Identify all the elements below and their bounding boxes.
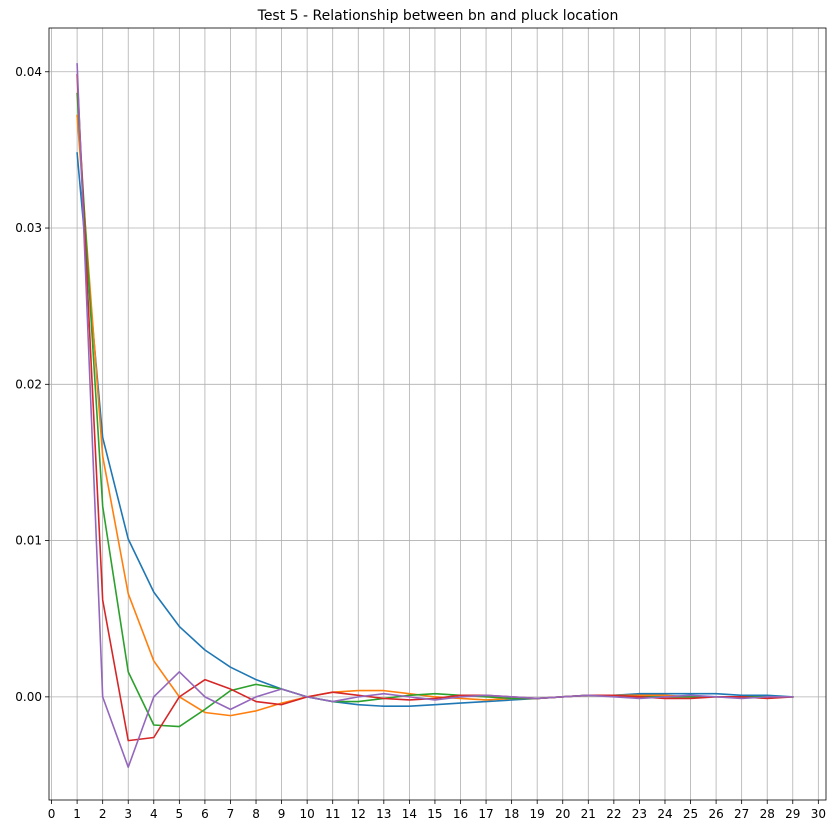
grid xyxy=(49,28,826,800)
y-tick-label: 0.04 xyxy=(15,65,42,79)
x-tick-label: 23 xyxy=(632,807,647,821)
x-tick-label: 30 xyxy=(811,807,826,821)
x-tick-label: 24 xyxy=(657,807,672,821)
x-tick-label: 4 xyxy=(150,807,158,821)
x-tick-label: 8 xyxy=(252,807,260,821)
x-tick-label: 1 xyxy=(73,807,81,821)
x-tick-label: 28 xyxy=(760,807,775,821)
x-tick-label: 27 xyxy=(734,807,749,821)
y-tick-label: 0.03 xyxy=(15,221,42,235)
x-tick-label: 19 xyxy=(530,807,545,821)
y-tick-label: 0.01 xyxy=(15,534,42,548)
x-axis: 0 1 2 3 4 5 6 7 8 9 10 11 12 13 14 15 16 17 18 19 20 21 22 23 24… xyxy=(48,800,826,821)
x-tick-label: 25 xyxy=(683,807,698,821)
x-tick-label: 26 xyxy=(708,807,723,821)
x-tick-label: 17 xyxy=(478,807,493,821)
x-tick-label: 6 xyxy=(201,807,209,821)
x-tick-label: 15 xyxy=(427,807,442,821)
y-tick-label: 0.00 xyxy=(15,690,42,704)
y-axis: 0.00 0.01 0.02 0.03 0.04 xyxy=(15,65,49,704)
x-tick-label: 0 xyxy=(48,807,56,821)
x-tick-label: 20 xyxy=(555,807,570,821)
x-tick-label: 16 xyxy=(453,807,468,821)
x-tick-label: 29 xyxy=(785,807,800,821)
y-tick-label: 0.02 xyxy=(15,377,42,391)
x-tick-label: 5 xyxy=(176,807,184,821)
x-tick-label: 7 xyxy=(227,807,235,821)
series-line-5 xyxy=(76,63,794,768)
plot-frame xyxy=(48,27,827,801)
x-tick-label: 12 xyxy=(351,807,366,821)
series-layer xyxy=(76,63,794,768)
x-tick-label: 10 xyxy=(300,807,315,821)
x-tick-label: 9 xyxy=(278,807,286,821)
x-tick-label: 22 xyxy=(606,807,621,821)
series-line-4 xyxy=(76,74,794,742)
x-tick-label: 14 xyxy=(402,807,417,821)
x-tick-label: 13 xyxy=(376,807,391,821)
x-tick-label: 11 xyxy=(325,807,340,821)
x-tick-label: 18 xyxy=(504,807,519,821)
series-line-1 xyxy=(76,152,794,708)
chart-title: Test 5 - Relationship between bn and plu… xyxy=(257,8,619,24)
x-tick-label: 2 xyxy=(99,807,107,821)
x-tick-label: 21 xyxy=(581,807,596,821)
x-tick-label: 3 xyxy=(124,807,132,821)
